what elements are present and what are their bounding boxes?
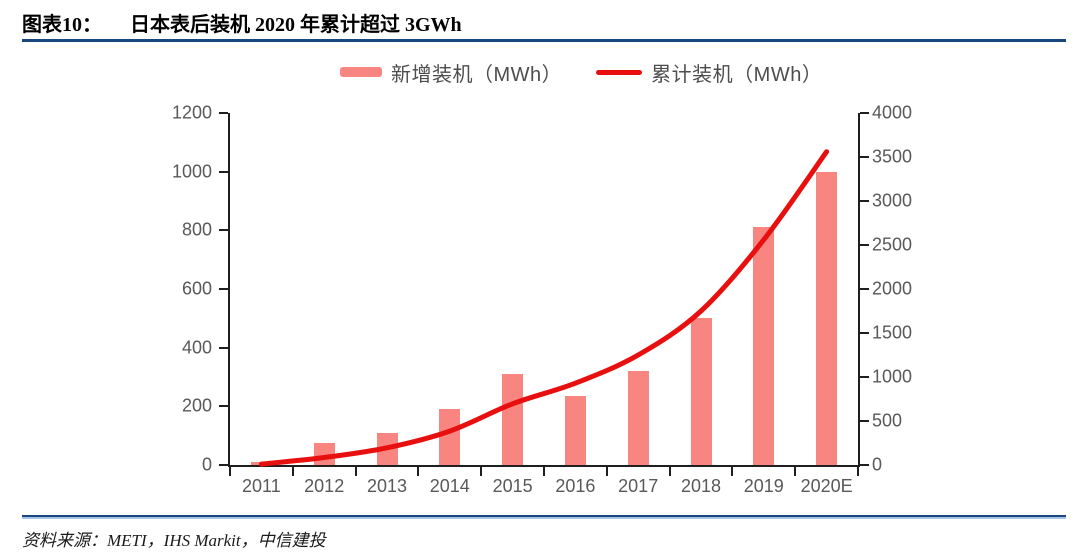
tick-mark bbox=[860, 332, 869, 334]
x-axis-labels: 2011 2012 2013 2014 2015 2016 2017 2018 2019 2020… bbox=[230, 476, 858, 500]
legend: 新增装机（MWh） 累计装机（MWh） bbox=[340, 58, 822, 87]
bar-2019 bbox=[753, 227, 775, 465]
tick-mark bbox=[219, 170, 228, 173]
left-tick-label: 200 bbox=[181, 395, 212, 416]
right-tick-label: 1500 bbox=[872, 322, 913, 343]
x-tick-label: 2014 bbox=[429, 476, 470, 496]
cumulative-line-svg bbox=[258, 149, 830, 467]
x-tick-label: 2020E bbox=[800, 476, 853, 496]
right-tick-label: 3500 bbox=[872, 146, 913, 167]
tick-mark bbox=[857, 467, 859, 476]
line-swatch-icon bbox=[596, 69, 643, 75]
legend-label: 新增装机（MWh） bbox=[391, 63, 563, 86]
right-tick-label: 2000 bbox=[872, 278, 913, 299]
left-tick-label: 600 bbox=[181, 278, 212, 299]
right-tick-label: 4000 bbox=[872, 102, 913, 123]
right-tick-label: 2500 bbox=[872, 234, 913, 255]
figure-label: 图表10： bbox=[22, 14, 102, 36]
bar-2020E bbox=[816, 171, 838, 465]
figure-title: 图表10： 日本表后装机 2020 年累计超过 3GWh bbox=[22, 8, 462, 37]
tick-mark bbox=[860, 376, 869, 378]
right-axis-labels: 0 500 1000 1500 2000 2500 3000 3500 4000 bbox=[872, 103, 946, 475]
tick-mark bbox=[219, 405, 228, 408]
tick-mark bbox=[860, 464, 869, 466]
bar-2014 bbox=[439, 409, 461, 465]
right-tick-label: 3000 bbox=[872, 190, 913, 211]
bar-swatch-icon bbox=[340, 67, 382, 77]
left-tick-label: 0 bbox=[201, 454, 212, 475]
tick-mark bbox=[219, 288, 228, 290]
left-tick-label: 800 bbox=[181, 219, 212, 240]
bar-2018 bbox=[690, 318, 712, 465]
legend-item-cumulative: 累计装机（MWh） bbox=[596, 58, 822, 87]
x-tick-label: 2013 bbox=[366, 476, 408, 496]
source-note: 资料来源：METI，IHS Markit，中信建投 bbox=[22, 531, 326, 550]
left-tick-label: 1000 bbox=[171, 161, 212, 182]
tick-mark bbox=[219, 346, 228, 349]
tick-mark bbox=[860, 288, 869, 290]
footer-rule bbox=[22, 515, 1066, 519]
tick-mark bbox=[354, 467, 357, 476]
tick-mark bbox=[229, 467, 231, 476]
x-tick-label: 2019 bbox=[743, 476, 784, 496]
title-rule bbox=[22, 39, 1066, 42]
x-tick-label: 2011 bbox=[242, 476, 281, 496]
right-tick-label: 0 bbox=[872, 454, 883, 475]
x-tick-label: 2015 bbox=[492, 476, 533, 496]
tick-mark bbox=[543, 467, 545, 476]
tick-mark bbox=[668, 467, 671, 476]
left-tick-label: 400 bbox=[181, 337, 212, 358]
legend-item-new-installs: 新增装机（MWh） bbox=[340, 58, 562, 87]
tick-mark bbox=[480, 467, 483, 476]
cumulative-line-path bbox=[258, 149, 830, 467]
tick-mark bbox=[860, 420, 869, 422]
tick-mark bbox=[731, 467, 734, 476]
tick-mark bbox=[860, 112, 869, 114]
bar-2017 bbox=[627, 371, 649, 465]
tick-mark bbox=[219, 112, 228, 114]
figure-title-text: 日本表后装机 2020 年累计超过 3GWh bbox=[130, 14, 462, 36]
bar-2016 bbox=[564, 396, 586, 465]
tick-mark bbox=[605, 467, 608, 476]
tick-mark bbox=[219, 464, 228, 466]
plot-area bbox=[219, 112, 869, 476]
left-tick-label: 1200 bbox=[171, 102, 212, 123]
x-tick-label: 2012 bbox=[304, 476, 345, 496]
tick-mark bbox=[860, 244, 869, 246]
bar-2015 bbox=[502, 374, 524, 465]
right-tick-label: 500 bbox=[872, 410, 903, 431]
x-tick-label: 2016 bbox=[555, 476, 596, 496]
x-tick-label: 2018 bbox=[680, 476, 722, 496]
x-tick-label: 2017 bbox=[618, 476, 659, 496]
left-axis-labels: 0 200 400 600 800 1000 1200 bbox=[138, 103, 212, 475]
legend-label: 累计装机（MWh） bbox=[651, 63, 823, 86]
tick-mark bbox=[219, 229, 228, 232]
tick-mark bbox=[794, 467, 797, 476]
bars bbox=[230, 113, 858, 465]
right-tick-label: 1000 bbox=[872, 366, 913, 387]
tick-mark bbox=[860, 200, 869, 202]
tick-mark bbox=[291, 467, 294, 476]
axis-ticks bbox=[219, 112, 869, 476]
tick-mark bbox=[417, 467, 420, 476]
tick-mark bbox=[860, 156, 869, 158]
